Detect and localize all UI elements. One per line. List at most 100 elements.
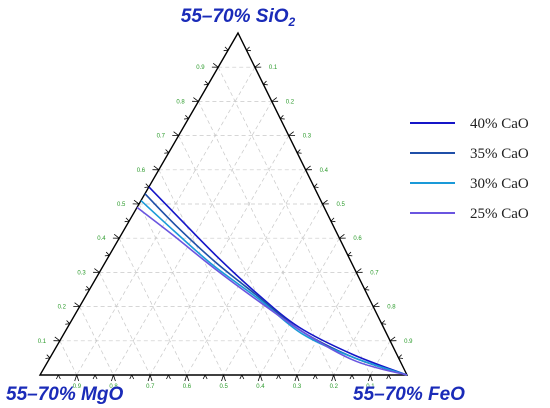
tick-mark [153, 165, 160, 171]
tick-label-right: 0.8 [387, 305, 396, 311]
tick-mark [333, 374, 336, 382]
tick-mark [145, 183, 150, 188]
tick-mark [212, 63, 219, 68]
series-line-4 [136, 206, 408, 376]
tick-mark [54, 336, 61, 342]
tick-mark [259, 374, 263, 382]
vertex-label-top-subscript: 2 [288, 15, 296, 29]
grid-line [59, 340, 78, 376]
series-line-1 [148, 186, 408, 376]
tick-mark [223, 374, 226, 382]
tick-mark [133, 199, 140, 205]
grid-line [296, 272, 357, 376]
tick-label-bottom: 0.1 [366, 384, 375, 390]
tick-mark [279, 115, 284, 119]
tick-label-left: 0.4 [97, 236, 106, 242]
tick-label-bottom: 0.6 [183, 384, 192, 390]
tick-mark [113, 234, 120, 239]
tick-mark [296, 149, 301, 153]
tick-label-left: 0.9 [196, 65, 205, 71]
tick-mark [389, 336, 396, 342]
tick-mark [381, 320, 386, 324]
grid-line [217, 67, 371, 376]
tick-mark [330, 217, 335, 222]
tick-mark [288, 131, 294, 136]
tick-label-right: 0.2 [286, 99, 295, 105]
tick-labels: 0.1 0.2 0.3 0.4 0.5 0.6 0.7 0.8 0.9 0.1 0.2 0.3 0.4 0… [38, 65, 413, 390]
tick-mark [246, 46, 250, 51]
tick-mark [184, 374, 188, 382]
tick-mark [305, 165, 311, 171]
tick-mark [398, 354, 402, 359]
grid-line [118, 238, 188, 376]
tick-mark [193, 97, 199, 102]
grid-line [198, 101, 334, 376]
tick-label-right: 0.9 [404, 339, 413, 345]
tick-mark [294, 374, 298, 382]
legend-label: 40% CaO [470, 116, 529, 132]
vertex-label-left: 55–70% MgO [6, 384, 123, 405]
grid-line [149, 135, 290, 376]
tick-mark [254, 63, 261, 68]
vertex-label-top-main: 55–70% SiO [181, 6, 289, 27]
tick-mark [271, 97, 278, 102]
tick-mark [147, 374, 151, 382]
tick-marks [45, 46, 404, 382]
legend-label: 30% CaO [470, 176, 529, 192]
tick-mark [173, 131, 179, 136]
legend-label: 35% CaO [470, 146, 529, 162]
grid-lines [59, 66, 391, 376]
tick-mark [46, 354, 51, 359]
tick-label-left: 0.1 [38, 339, 47, 345]
tick-mark [331, 374, 334, 382]
tick-mark [125, 217, 130, 222]
tick-mark [369, 374, 373, 382]
tick-mark [221, 374, 224, 382]
tick-label-bottom: 0.3 [293, 384, 302, 390]
tick-mark [339, 234, 345, 239]
tick-mark [185, 115, 189, 119]
tick-label-left: 0.2 [58, 305, 67, 311]
grid-line [79, 306, 114, 376]
tick-mark [372, 302, 379, 307]
tick-mark [322, 199, 328, 205]
vertex-label-top: 55–70% SiO2 [181, 6, 296, 29]
tick-mark [66, 320, 70, 324]
tick-mark [76, 374, 80, 382]
tick-mark [149, 374, 153, 382]
tick-label-left: 0.3 [77, 270, 86, 276]
tick-label-bottom: 0.5 [220, 384, 229, 390]
grid-line [333, 306, 374, 376]
tick-label-right: 0.5 [337, 202, 346, 208]
tick-label-bottom: 0.8 [109, 384, 118, 390]
grid-line [186, 169, 306, 376]
tick-label-bottom: 0.7 [146, 384, 155, 390]
grid-line [158, 169, 261, 376]
tick-label-bottom: 0.4 [256, 384, 265, 390]
tick-mark [111, 374, 114, 382]
tick-label-right: 0.4 [320, 168, 329, 174]
tick-label-left: 0.6 [137, 168, 146, 174]
tick-mark [356, 268, 362, 273]
vertex-label-right: 55–70% FeO [353, 384, 465, 405]
tick-label-left: 0.5 [117, 202, 126, 208]
grid-line [223, 203, 323, 376]
tick-label-right: 0.1 [269, 65, 278, 71]
tick-mark [224, 46, 229, 51]
tick-label-right: 0.3 [303, 134, 312, 140]
tick-mark [186, 374, 190, 382]
tick-mark [367, 374, 371, 382]
tick-label-bottom: 0.2 [330, 384, 339, 390]
tick-label-right: 0.7 [370, 270, 379, 276]
grid-line [113, 101, 273, 376]
tick-mark [105, 251, 110, 256]
series-lines [136, 186, 408, 376]
triangle-frame [38, 31, 409, 376]
grid-line [138, 203, 224, 376]
tick-mark [257, 374, 261, 382]
tick-label-right: 0.6 [353, 236, 362, 242]
tick-mark [86, 286, 90, 290]
grid-line [259, 238, 340, 376]
grid-line [99, 272, 151, 376]
